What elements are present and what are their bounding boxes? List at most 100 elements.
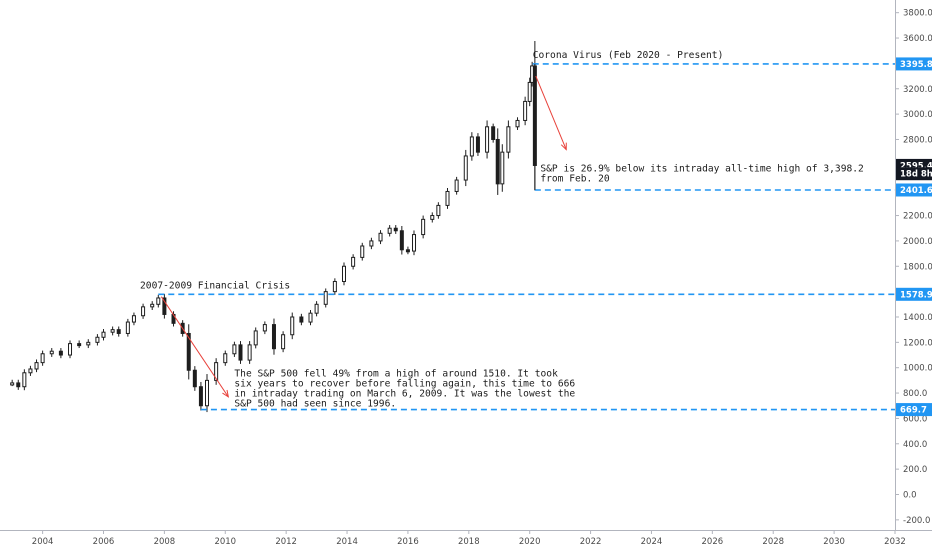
candle [495,128,500,195]
y-tick-label: 1800.0 [903,262,932,272]
level-badge-label: 3395.8 [900,60,932,70]
x-tick-label: 2004 [32,537,54,547]
candle [205,374,210,413]
candle [247,341,252,364]
x-tick-label: 2008 [154,537,176,547]
candle [110,326,115,336]
candle [101,329,106,341]
candle-body [116,329,121,334]
level-badge-label: 669.7 [900,406,927,416]
candle [40,350,45,366]
y-tick-label: 3200.0 [903,85,932,95]
y-tick-label: 1200.0 [903,338,932,348]
candle [150,301,155,311]
candle [341,262,346,286]
arrow-shaft [160,296,229,398]
candle [491,123,496,143]
candle [125,318,130,337]
level-badge: 2401.6 [896,183,932,197]
candle [475,133,480,156]
candle [454,176,459,195]
candle-body [475,136,480,153]
arrow-head [560,142,567,151]
annotation-arrows [160,75,567,398]
annotations: 2007-2009 Financial Crisis The S&P 500 fe… [140,50,864,410]
level-badge: 669.7 [896,403,932,417]
candle-body [58,350,63,356]
candle-body [369,240,374,247]
candle-body [430,215,435,220]
candle [28,365,33,376]
candle-body [162,297,167,315]
candle-body [500,151,505,185]
candle-body [523,100,528,121]
candle [34,359,39,373]
y-tick-label: -200.0 [903,516,930,526]
candle-body [238,344,243,361]
candle-body [332,280,337,293]
candle [131,312,136,326]
candle-body [131,315,136,323]
candle-body [34,362,39,370]
countdown-badge-label: 18d 8h [900,170,932,180]
annotation-line: S&P is 26.9% below its intraday all-time… [540,163,863,174]
candle-body [40,353,45,364]
y-tick-label: 2800.0 [903,135,932,145]
candle-body [445,190,450,206]
candle-body [186,332,191,371]
candle-body [141,306,146,317]
candle-body [247,344,252,361]
candle [469,132,474,161]
candle [290,312,295,340]
x-tick-label: 2032 [884,537,906,547]
last-price-badge-label: 2595.4 [900,161,932,171]
candle [198,381,203,411]
candle [332,278,337,295]
candle-body [205,379,210,407]
candle-body [463,155,468,181]
candle [393,225,398,234]
candle [95,334,100,346]
y-tick-label: 400.0 [903,440,927,450]
candle [186,324,191,380]
candle [405,246,410,255]
candle [86,339,91,349]
candle-body [299,316,304,323]
candle-body [405,249,410,253]
level-badge: 1578.9 [896,287,932,301]
candle [527,77,532,107]
candle [387,225,392,237]
candle [281,331,286,353]
candle [500,144,505,192]
candle-body [290,316,295,336]
candle-body [436,204,441,217]
annotation-line: from Feb. 20 [540,173,610,184]
candle [22,369,27,391]
candle [77,340,82,349]
candle [299,313,304,326]
arrow-shaft [535,75,567,150]
candle [421,215,426,239]
candle [238,341,243,364]
arrow-head [222,389,230,398]
candle-body [156,297,161,305]
candle-body [253,330,258,346]
x-tick-label: 2026 [702,537,724,547]
candle [16,379,21,390]
x-tick-label: 2022 [580,537,602,547]
y-tick-label: 3600.0 [903,34,932,44]
candle-body [101,331,106,338]
candle [232,341,237,357]
candle-body [232,344,237,355]
candle-body [323,291,328,305]
candle-series [10,41,537,413]
candle [58,348,63,359]
candle [141,303,146,319]
candle [436,202,441,219]
x-tick-label: 2016 [397,537,419,547]
candle [412,230,417,256]
candle-body [86,341,91,346]
time-axis[interactable]: 2004 2006 2008 2010 2012 2014 2016 2018 2020 2022… [32,530,906,547]
y-tick-label: 800.0 [903,389,927,399]
